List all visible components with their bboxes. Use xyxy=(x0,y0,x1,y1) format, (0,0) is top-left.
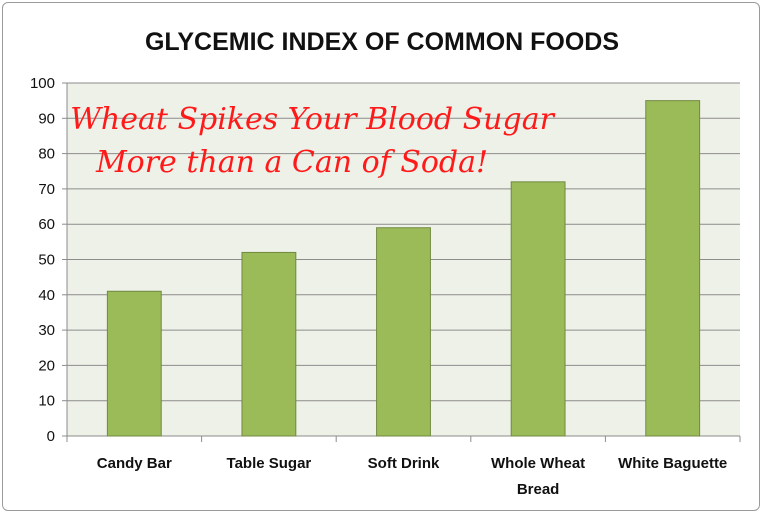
y-tick-label: 70 xyxy=(38,181,55,198)
chart-annotation: Wheat Spikes Your Blood Sugar More than … xyxy=(70,102,556,180)
x-category-label: Candy Bar xyxy=(97,455,172,472)
bar-soft-drink xyxy=(376,227,431,437)
bar-table-sugar xyxy=(241,251,297,437)
y-tick-label: 80 xyxy=(38,146,55,163)
y-tick-label: 30 xyxy=(38,322,55,339)
chart-title: GLYCEMIC INDEX OF COMMON FOODS xyxy=(145,28,619,56)
plot-area: 0 10 20 30 40 50 60 70 80 90 100 Candy Bar Table Sug… xyxy=(30,75,741,498)
y-tick-label: 0 xyxy=(47,428,55,445)
y-tick-label: 50 xyxy=(38,252,55,269)
x-category-label: White Baguette xyxy=(618,455,727,472)
y-tick-label: 40 xyxy=(38,287,55,304)
x-category-label: Bread xyxy=(517,481,560,498)
x-category-label: Table Sugar xyxy=(227,455,312,472)
bar-whole-wheat-bread xyxy=(510,181,566,437)
y-tick-label: 60 xyxy=(38,216,55,233)
y-tick-label: 10 xyxy=(38,393,55,410)
y-tick-label: 90 xyxy=(38,110,55,127)
y-tick-label: 20 xyxy=(38,357,55,374)
bar-candy-bar xyxy=(106,290,162,437)
annotation-line-2: More than a Can of Soda! xyxy=(95,145,488,180)
bar-white-baguette xyxy=(645,100,701,437)
y-tick-label: 100 xyxy=(30,75,55,92)
x-category-label: Whole Wheat xyxy=(491,455,585,472)
annotation-line-1: Wheat Spikes Your Blood Sugar xyxy=(70,102,556,137)
x-category-label: Soft Drink xyxy=(368,455,440,472)
